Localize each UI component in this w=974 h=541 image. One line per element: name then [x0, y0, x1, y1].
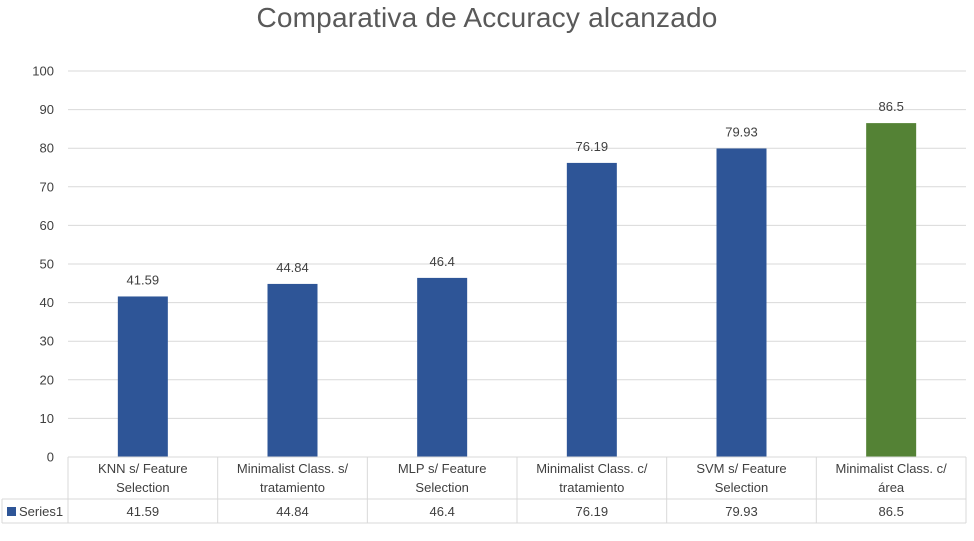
table-value: 44.84: [276, 504, 309, 519]
bar: [117, 296, 168, 457]
y-tick-label: 30: [40, 334, 54, 349]
data-label: 86.5: [879, 99, 904, 114]
table-value: 79.93: [725, 504, 758, 519]
y-tick-label: 0: [47, 450, 54, 465]
y-tick-label: 20: [40, 372, 54, 387]
bar: [866, 123, 917, 458]
data-label: 41.59: [127, 272, 160, 287]
bar: [566, 162, 617, 457]
bar: [267, 283, 318, 457]
legend-series-name: Series1: [19, 504, 63, 519]
category-label: SVM s/ Feature Selection: [696, 461, 786, 495]
table-value: 76.19: [576, 504, 609, 519]
bar: [417, 277, 468, 457]
y-axis-tick-labels: 0 10 20 30 40 50 60 70 80 90 100: [32, 64, 54, 465]
table-value: 86.5: [879, 504, 904, 519]
category-label: Minimalist Class. c/área: [836, 461, 948, 495]
data-label: 46.4: [430, 254, 455, 269]
y-tick-label: 60: [40, 218, 54, 233]
legend-swatch: [7, 507, 16, 516]
y-tick-label: 90: [40, 102, 54, 117]
chart-title: Comparativa de Accuracy alcanzado: [256, 2, 718, 33]
y-tick-label: 40: [40, 295, 54, 310]
table-value: 46.4: [430, 504, 455, 519]
bars: [117, 123, 917, 458]
category-label: Minimalist Class. s/tratamiento: [237, 461, 349, 495]
data-label: 76.19: [576, 139, 609, 154]
gridlines: [68, 70, 966, 419]
y-tick-label: 50: [40, 257, 54, 272]
y-tick-label: 10: [40, 411, 54, 426]
y-tick-label: 80: [40, 141, 54, 156]
y-tick-label: 70: [40, 179, 54, 194]
table-value: 41.59: [127, 504, 160, 519]
category-label: KNN s/ Feature Selection: [98, 461, 188, 495]
data-labels: 41.59 44.84 46.4 76.19 79.93 86.5: [127, 99, 904, 287]
category-label: MLP s/ Feature Selection: [398, 461, 487, 495]
category-label: Minimalist Class. c/tratamiento: [536, 461, 648, 495]
bar: [716, 148, 767, 457]
y-tick-label: 100: [32, 64, 54, 79]
data-label: 79.93: [725, 124, 758, 139]
data-label: 44.84: [276, 260, 309, 275]
data-table: KNN s/ Feature Selection Minimalist Class.…: [1, 456, 967, 524]
